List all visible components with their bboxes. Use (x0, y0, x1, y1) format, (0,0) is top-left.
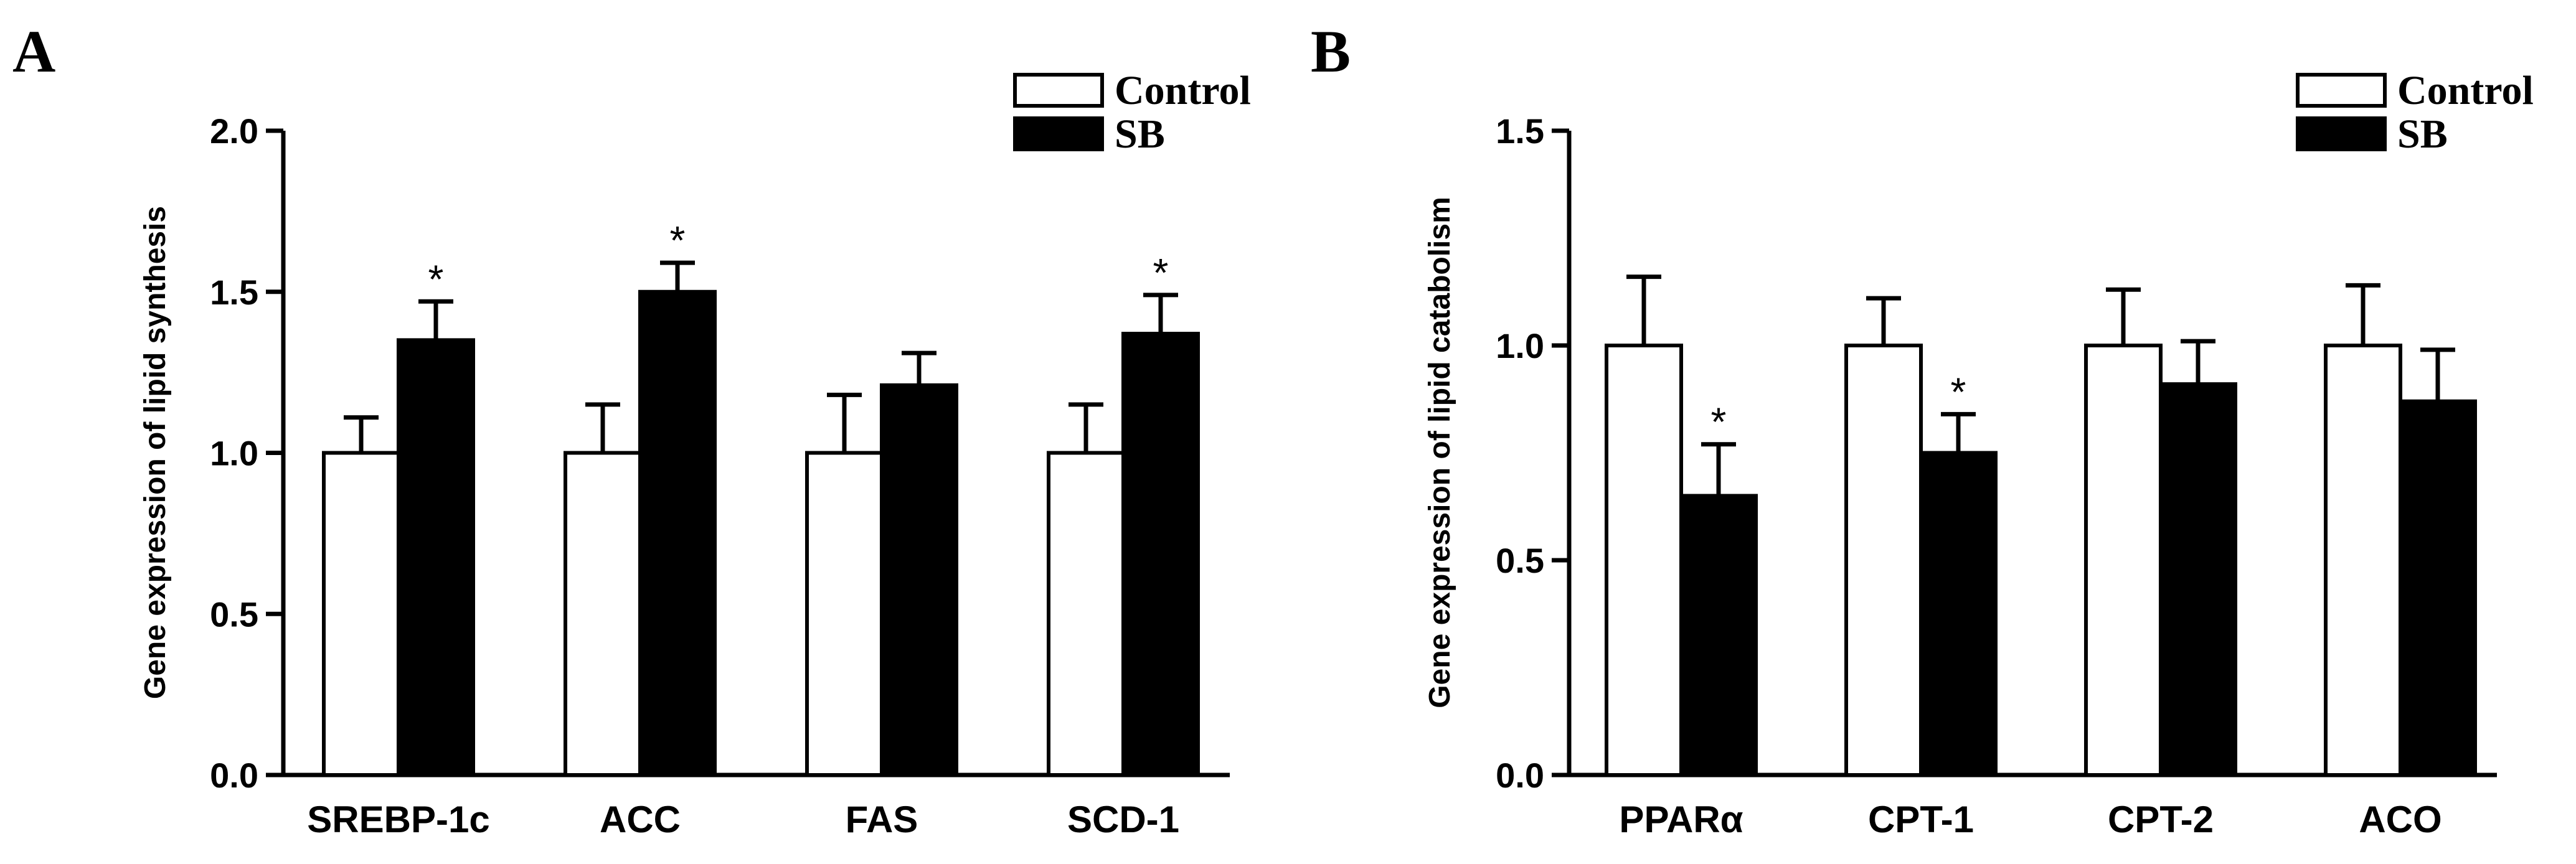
panel-a-bar-sb (397, 338, 475, 777)
panel-b-bar-sb (1679, 494, 1758, 777)
panel-a-y-axis-label: Gene expression of lipid synthesis (139, 206, 172, 699)
panel-b-legend-label-sb: SB (2397, 111, 2448, 157)
panel-b-x-tick-label: PPARα (1619, 799, 1743, 840)
panel-b-x-tick-label: ACO (2359, 799, 2442, 840)
panel-b-significance-star: * (1951, 369, 1966, 414)
panel-b-y-tick-label: 0.0 (1496, 756, 1544, 795)
panel-b: B 0.0 0.5 1.0 1.5 Gene expression of lipid c… (1311, 18, 2534, 840)
panel-a-y-tick-label: 1.0 (210, 434, 258, 473)
panel-a-bar-control (322, 451, 400, 777)
panel-b-y-tick-label: 0.5 (1496, 541, 1544, 580)
panel-b-y-tick-label: 1.0 (1496, 326, 1544, 365)
panel-a-x-tick-label: ACC (600, 799, 681, 840)
panel-a-bar-sb (638, 289, 717, 777)
panel-a-bar-sb (1121, 332, 1200, 777)
plot-a-area: 0.0 0.5 1.0 1.5 2.0 Gene expression of lipid … (139, 68, 1251, 840)
panel-a-legend-swatch-sb (1013, 116, 1104, 151)
panel-b-legend-swatch-control (2296, 73, 2387, 108)
plot-b-area: 0.0 0.5 1.0 1.5 Gene expression of lipid cat… (1423, 68, 2534, 840)
panel-b-bar-sb (1919, 451, 1998, 777)
panel-b-bar-control (1605, 344, 1683, 777)
panel-b-legend-label-control: Control (2397, 68, 2534, 113)
panel-b-letter: B (1311, 18, 1351, 85)
panel-a-bar-control (564, 451, 642, 777)
panel-a-bar-control (1047, 451, 1125, 777)
panel-a-y-tick-label: 0.0 (210, 756, 258, 795)
panel-a-legend-swatch-control (1013, 73, 1104, 108)
panel-b-y-axis-label: Gene expression of lipid catabolism (1423, 197, 1456, 708)
panel-b-x-tick-label: CPT-2 (2108, 799, 2214, 840)
panel-a-x-tick-label: SREBP-1c (307, 799, 489, 840)
panel-a-y-tick-label: 1.5 (210, 273, 258, 312)
panel-a-bar-control (805, 451, 884, 777)
panel-b-bar-control (2324, 344, 2402, 777)
panel-b-bar-control (2084, 344, 2163, 777)
panel-a-significance-star: * (1153, 250, 1169, 295)
panel-a-bar-sb (880, 383, 958, 777)
panel-a-x-tick-label: FAS (846, 799, 918, 840)
panel-a-y-tick-label: 2.0 (210, 111, 258, 151)
panel-a-significance-star: * (428, 256, 444, 301)
panel-b-bar-sb (2399, 399, 2477, 777)
panel-b-bar-sb (2159, 382, 2237, 777)
panel-a-legend-label-control: Control (1115, 68, 1251, 113)
panel-a-x-tick-label: SCD-1 (1067, 799, 1179, 840)
panel-b-bar-control (1844, 344, 1923, 777)
panel-a-letter: A (12, 18, 55, 85)
panel-b-x-tick-label: CPT-1 (1868, 799, 1974, 840)
panel-a-y-tick-label: 0.5 (210, 594, 258, 634)
panel-b-y-tick-label: 1.5 (1496, 111, 1544, 151)
panel-a-legend-label-sb: SB (1115, 111, 1165, 157)
panel-a: A 0.0 0.5 1.0 1.5 2.0 Gene expression of lipi… (12, 18, 1251, 840)
panel-b-legend-swatch-sb (2296, 116, 2387, 151)
panel-b-significance-star: * (1711, 400, 1727, 444)
panel-a-significance-star: * (670, 218, 686, 263)
